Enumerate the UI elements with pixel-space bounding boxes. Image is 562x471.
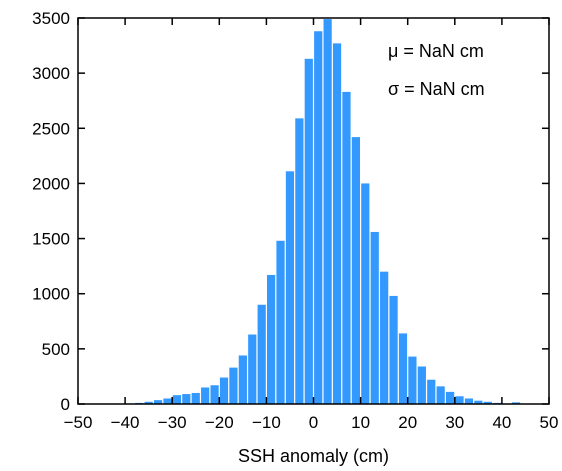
histogram-bar (351, 137, 360, 405)
x-axis-label: SSH anomaly (cm) (238, 446, 389, 466)
histogram-bar (295, 118, 304, 405)
histogram-bar (370, 231, 379, 404)
histogram-bar (474, 400, 483, 404)
y-tick-label: 1000 (32, 285, 70, 304)
y-tick-label: 2000 (32, 174, 70, 193)
histogram-bar (483, 401, 492, 404)
y-tick-label: 0 (61, 395, 70, 414)
histogram-bar (229, 367, 238, 404)
histogram-bar (257, 304, 266, 404)
x-tick-label: −40 (111, 413, 140, 432)
x-tick-label: −50 (64, 413, 93, 432)
axis-ticks: −50 −40 −30 −20 −10 0 10 20 30 40 5005001000150020… (32, 9, 558, 432)
histogram-bar (267, 274, 276, 404)
y-tick-label: 3000 (32, 64, 70, 83)
mean-annotation: μ = NaN cm (388, 41, 484, 61)
x-tick-label: 30 (445, 413, 464, 432)
histogram-bar (248, 334, 257, 404)
histogram-bar (332, 43, 342, 405)
histogram-bar (389, 295, 398, 404)
histogram-bar (445, 391, 455, 404)
histogram-bar (398, 333, 408, 404)
histogram-bar (219, 377, 229, 404)
histogram-bar (238, 355, 247, 404)
histogram-bar (304, 58, 313, 405)
histogram-bar (511, 402, 521, 404)
histogram-bar (191, 392, 200, 404)
histogram-bar (380, 271, 389, 404)
histogram-bar (210, 385, 219, 404)
x-tick-label: 20 (398, 413, 417, 432)
std-annotation: σ = NaN cm (388, 79, 485, 99)
histogram-bar (182, 394, 191, 404)
histogram-bar (408, 356, 417, 404)
x-tick-label: −10 (252, 413, 281, 432)
histogram-bar (417, 366, 426, 404)
histogram-bar (153, 400, 163, 404)
x-tick-label: 50 (540, 413, 559, 432)
histogram-bar (436, 386, 445, 404)
y-tick-label: 3500 (32, 9, 70, 28)
histogram-bar (163, 398, 172, 404)
histogram-bar (285, 171, 295, 404)
histogram-bar (361, 183, 370, 404)
x-tick-label: −20 (205, 413, 234, 432)
x-tick-label: 0 (309, 413, 318, 432)
histogram-bar (464, 398, 474, 404)
histogram-bar (276, 240, 285, 404)
y-tick-label: 1500 (32, 230, 70, 249)
histogram-bar (455, 396, 464, 404)
histogram-bars (125, 19, 521, 405)
x-tick-label: 40 (492, 413, 511, 432)
y-tick-label: 2500 (32, 119, 70, 138)
x-tick-label: −30 (158, 413, 187, 432)
y-tick-label: 500 (42, 340, 70, 359)
plot-frame (77, 17, 550, 405)
x-tick-label: 10 (351, 413, 370, 432)
histogram-bar (201, 387, 210, 404)
histogram-bar (144, 401, 153, 404)
histogram-bar (342, 91, 351, 404)
histogram-bar (314, 31, 323, 404)
histogram-bar (323, 19, 332, 404)
histogram-bar (427, 379, 436, 404)
histogram-bar (172, 395, 182, 404)
